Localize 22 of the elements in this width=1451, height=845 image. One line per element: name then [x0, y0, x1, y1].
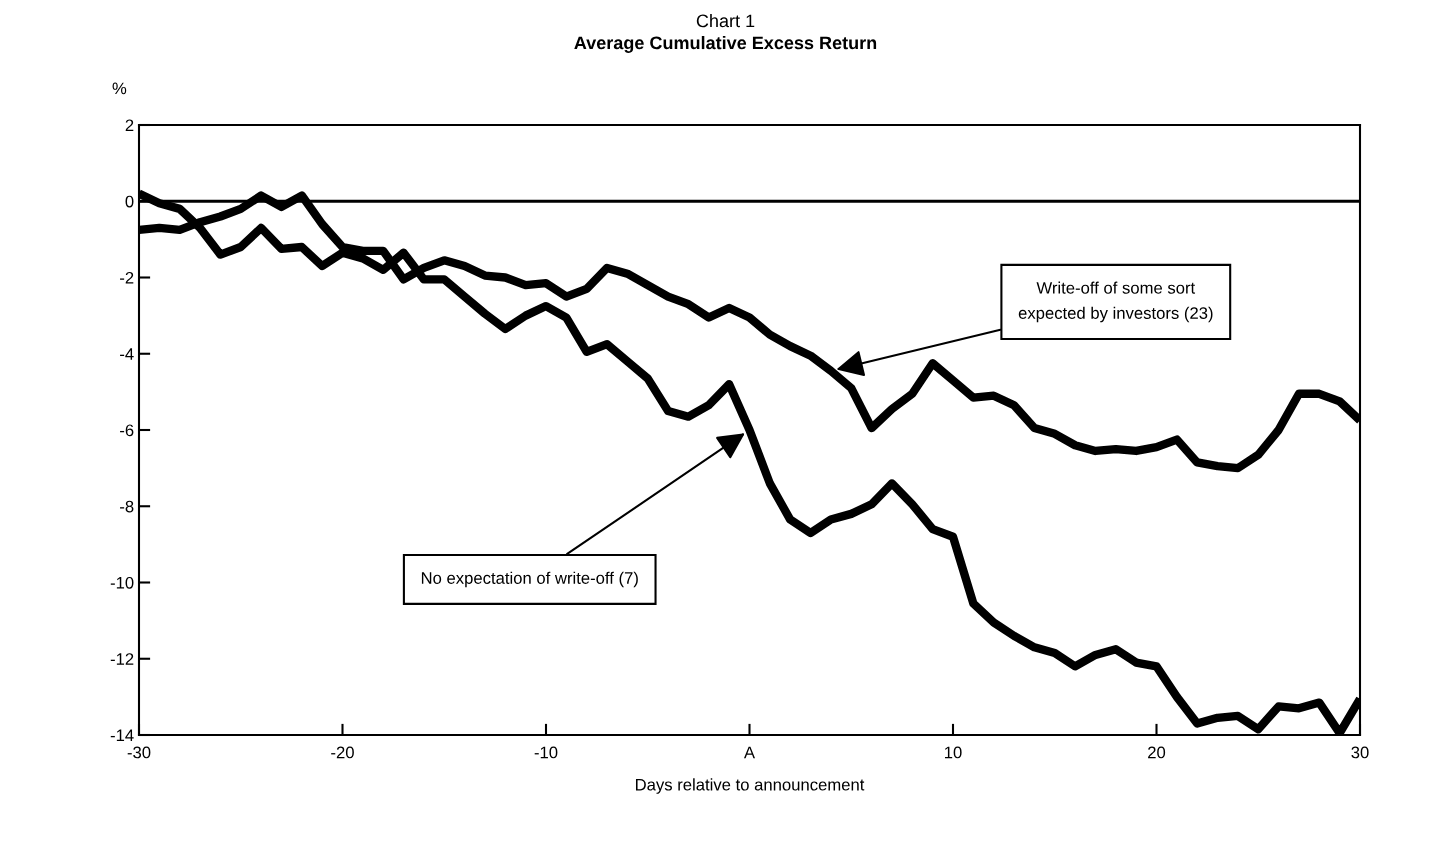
annotation: Write-off of some sort expected by investors (23) — [1018, 281, 1213, 323]
chart-subtitle: Average Cumulative Excess Return — [574, 36, 877, 53]
y-tick-label: -4 — [120, 348, 134, 360]
x-tick-label: 30 — [1351, 746, 1369, 759]
x-tick-label: -30 — [127, 746, 151, 759]
y-tick-label: -14 — [110, 729, 134, 742]
x-tick-label: -10 — [534, 746, 558, 759]
x-tick-label: A — [743, 746, 756, 759]
y-tick-label: -6 — [120, 424, 134, 437]
y-tick-label: -12 — [110, 653, 134, 665]
y-tick-label: -8 — [120, 500, 134, 513]
y-axis-title: % — [112, 82, 127, 95]
x-tick-label: 10 — [945, 746, 962, 759]
chart-title: Chart 1 — [696, 14, 755, 28]
annotation: No expectation of write-off (7) — [421, 571, 638, 588]
x-axis-title: Days relative to announcement — [635, 778, 865, 794]
y-tick-label: 2 — [125, 119, 134, 132]
y-tick-label: -10 — [110, 576, 134, 589]
y-tick-label: -2 — [120, 271, 134, 284]
x-tick-label: 20 — [1148, 746, 1166, 759]
y-tick-label: 0 — [125, 195, 134, 208]
x-tick-label: -20 — [331, 746, 354, 759]
